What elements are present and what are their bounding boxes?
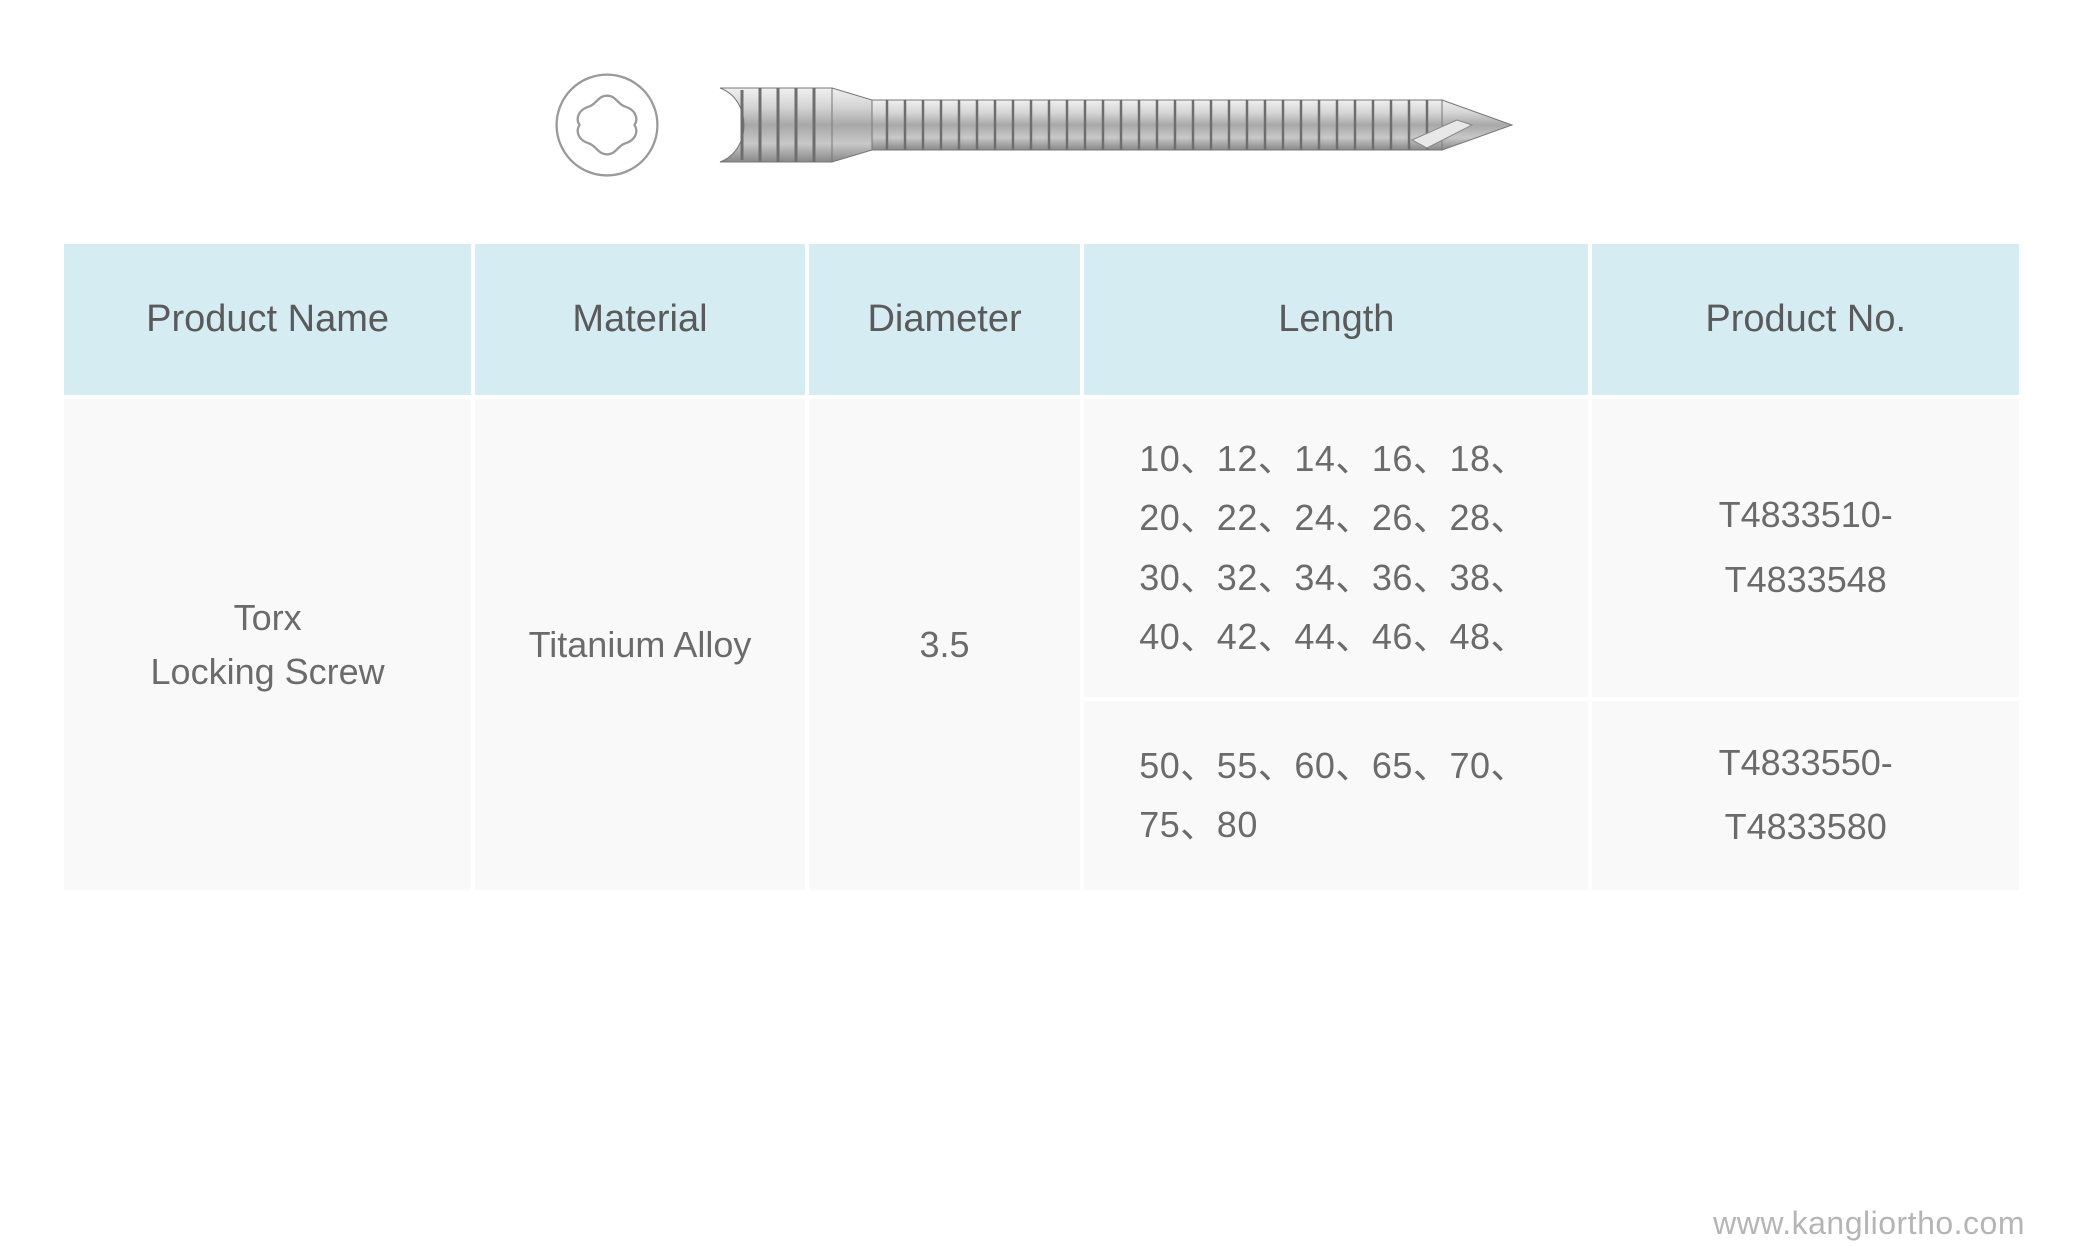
col-header-material: Material — [475, 244, 805, 395]
product-image-area — [60, 40, 2023, 240]
product-no-1-line1: T4833550- — [1719, 742, 1893, 783]
torx-head-icon — [552, 70, 662, 180]
table-row: Torx Locking Screw Titanium Alloy 3.5 10… — [64, 399, 2019, 697]
product-name-line2: Locking Screw — [151, 651, 385, 692]
cell-diameter: 3.5 — [809, 399, 1080, 890]
product-no-0-line2: T4833548 — [1725, 559, 1887, 600]
spec-table: Product Name Material Diameter Length Pr… — [60, 240, 2023, 894]
col-header-product-no: Product No. — [1592, 244, 2019, 395]
cell-length-0: 10、12、14、16、18、20、22、24、26、28、30、32、34、3… — [1084, 399, 1588, 697]
cell-product-no-1: T4833550- T4833580 — [1592, 701, 2019, 891]
product-name-line1: Torx — [234, 597, 302, 638]
table-header-row: Product Name Material Diameter Length Pr… — [64, 244, 2019, 395]
watermark-text: www.kangliortho.com — [1713, 1205, 2025, 1242]
cell-material: Titanium Alloy — [475, 399, 805, 890]
product-no-0-line1: T4833510- — [1719, 494, 1893, 535]
col-header-length: Length — [1084, 244, 1588, 395]
col-header-diameter: Diameter — [809, 244, 1080, 395]
cell-length-1: 50、55、60、65、70、75、80 — [1084, 701, 1588, 891]
cell-product-no-0: T4833510- T4833548 — [1592, 399, 2019, 697]
screw-side-icon — [712, 70, 1532, 180]
cell-product-name: Torx Locking Screw — [64, 399, 471, 890]
product-no-1-line2: T4833580 — [1725, 806, 1887, 847]
col-header-product-name: Product Name — [64, 244, 471, 395]
